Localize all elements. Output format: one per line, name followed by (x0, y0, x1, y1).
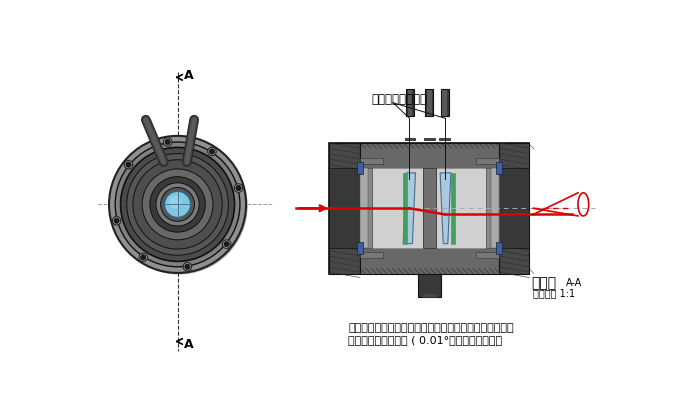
Circle shape (126, 162, 131, 167)
Circle shape (150, 177, 205, 232)
Circle shape (133, 160, 222, 249)
Bar (408, 90, 412, 116)
Bar (360, 252, 383, 258)
Bar (360, 158, 383, 164)
Text: ウェッジプリズム: ウェッジプリズム (371, 93, 428, 106)
Circle shape (120, 147, 235, 261)
Bar (422, 293, 437, 297)
Bar (360, 168, 368, 248)
Circle shape (207, 147, 216, 156)
Circle shape (109, 136, 246, 273)
Text: 出力ビーム径を可変 ( 0.01°ピッチで可変可能: 出力ビーム径を可変 ( 0.01°ピッチで可変可能 (348, 335, 503, 345)
Circle shape (236, 185, 241, 191)
Bar (418, 274, 441, 297)
Circle shape (139, 253, 148, 262)
Bar (405, 138, 415, 140)
Circle shape (114, 218, 119, 223)
Circle shape (165, 191, 190, 218)
Circle shape (163, 138, 172, 146)
Bar (426, 89, 433, 116)
Bar (406, 89, 414, 116)
Text: スケール 1:1: スケール 1:1 (533, 288, 575, 298)
Bar (360, 168, 373, 248)
Bar (491, 168, 498, 248)
Circle shape (235, 184, 243, 192)
Circle shape (183, 262, 192, 271)
Bar (329, 143, 530, 274)
Bar (451, 173, 455, 244)
Circle shape (111, 137, 248, 275)
Circle shape (124, 160, 133, 169)
Polygon shape (440, 173, 451, 244)
Bar (486, 168, 498, 248)
Bar (496, 242, 502, 255)
Bar (357, 242, 363, 255)
Bar (496, 162, 502, 174)
Text: 向かい合わせのウェッジプリズムの角度を変えることで: 向かい合わせのウェッジプリズムの角度を変えることで (348, 323, 514, 333)
Bar (360, 168, 498, 248)
Bar (498, 168, 530, 248)
Circle shape (126, 154, 228, 255)
Circle shape (165, 139, 171, 145)
Circle shape (142, 169, 213, 240)
Bar (441, 89, 449, 116)
Bar (427, 90, 432, 116)
Bar (423, 168, 435, 248)
Circle shape (112, 216, 121, 225)
Circle shape (141, 255, 146, 260)
Bar (357, 162, 363, 174)
Circle shape (224, 241, 229, 247)
Polygon shape (403, 173, 415, 244)
Circle shape (115, 142, 240, 267)
Circle shape (185, 264, 190, 270)
Text: A-A: A-A (566, 278, 582, 288)
Bar (360, 143, 498, 274)
Bar (498, 143, 530, 274)
Bar (329, 168, 360, 248)
Bar (475, 252, 498, 258)
Circle shape (160, 187, 194, 221)
Bar (424, 138, 435, 140)
Circle shape (209, 149, 215, 154)
Text: 断面図: 断面図 (532, 276, 557, 290)
Circle shape (222, 240, 231, 248)
Bar (403, 173, 407, 244)
Bar (329, 168, 530, 248)
Text: A: A (184, 68, 193, 81)
Bar (443, 90, 447, 116)
Text: A: A (184, 338, 193, 351)
Bar (439, 138, 450, 140)
Bar (475, 158, 498, 164)
Circle shape (156, 183, 199, 226)
Circle shape (169, 196, 182, 208)
Bar (329, 143, 360, 274)
